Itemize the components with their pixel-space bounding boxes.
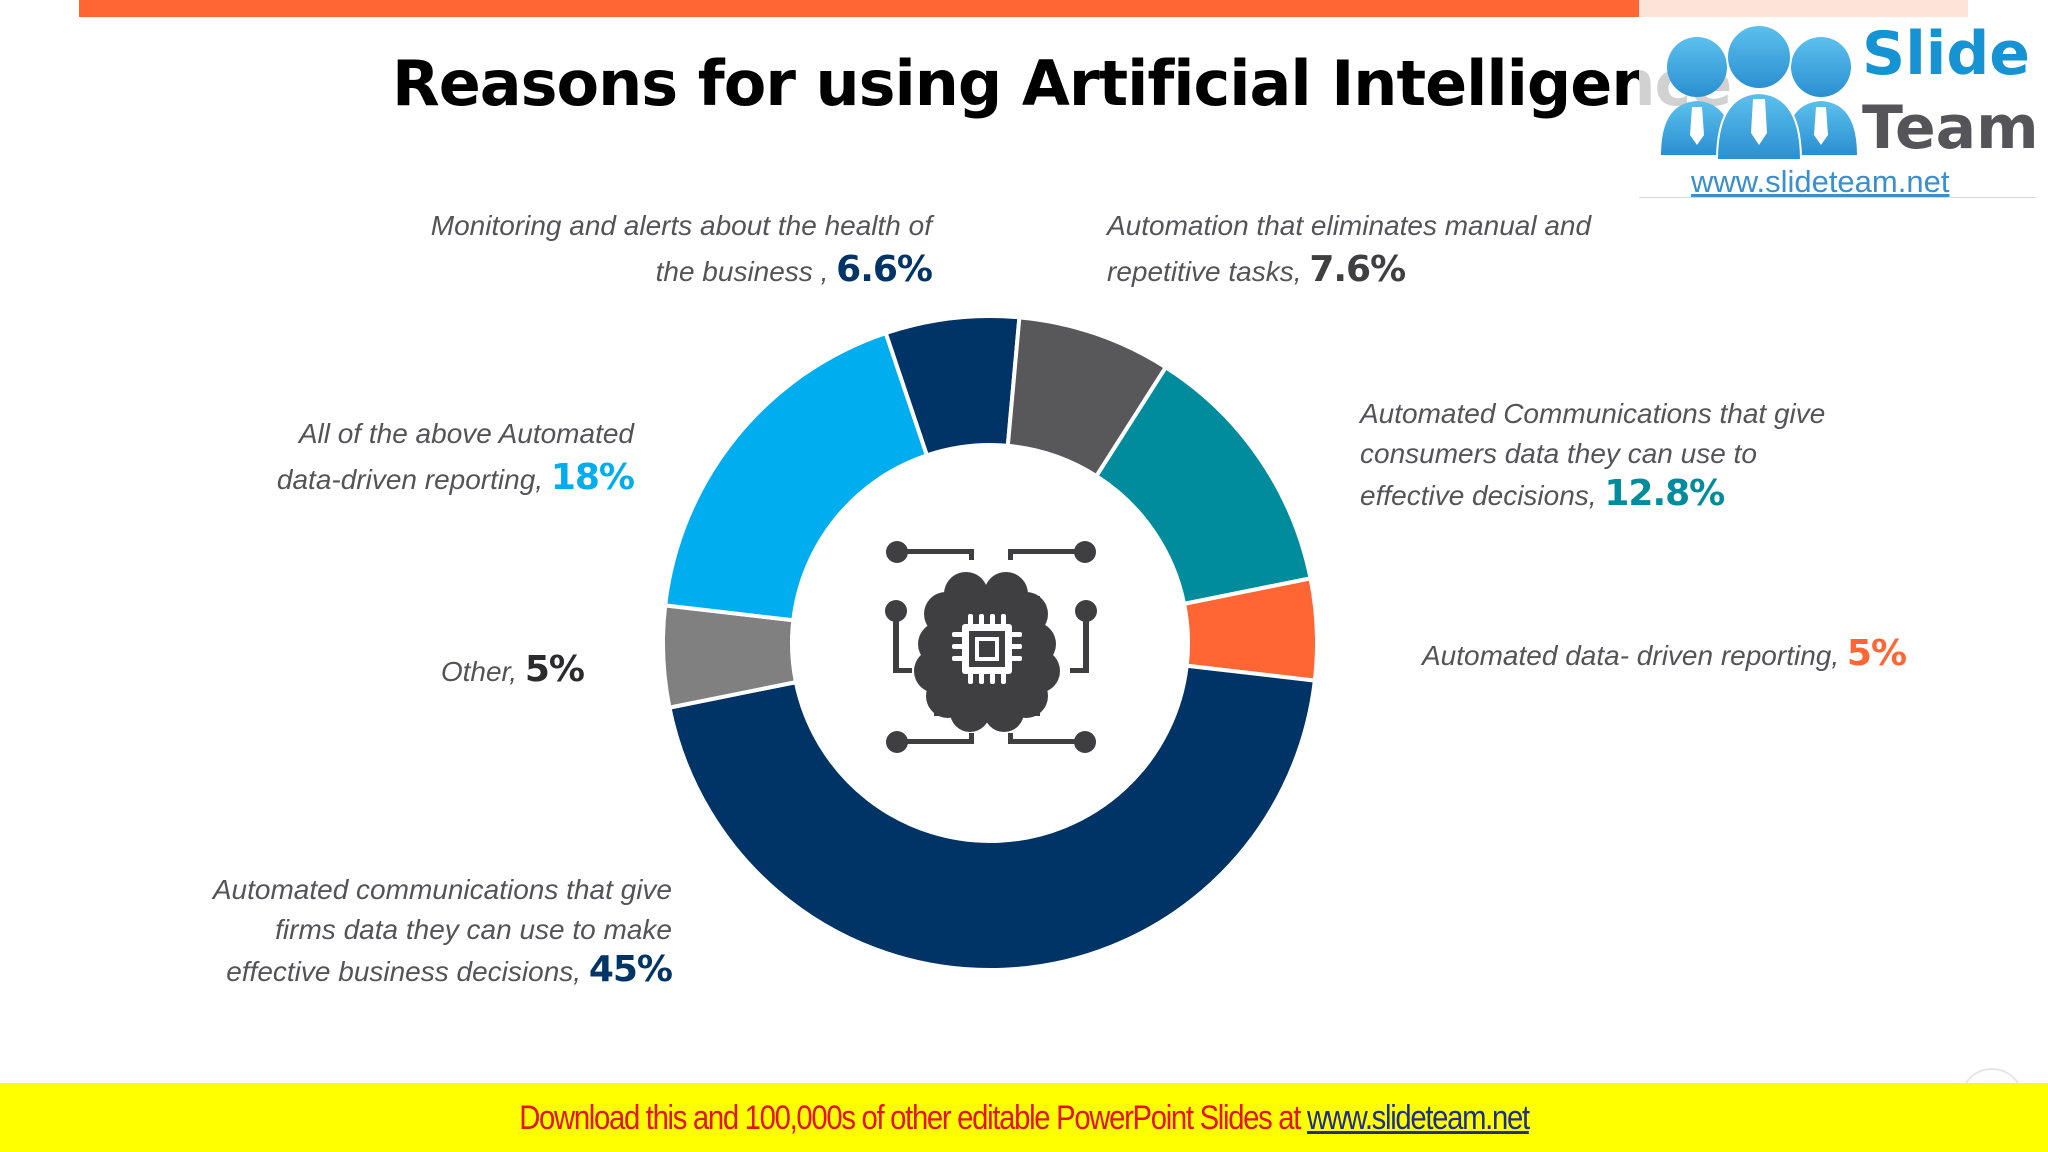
- page-title: Reasons for using Artificial Intelligenc…: [392, 47, 1732, 120]
- label-text-line: Automation that eliminates manual and: [1107, 210, 1592, 241]
- people-group-icon: [1661, 25, 1857, 160]
- label-percent: 7.6%: [1309, 249, 1406, 290]
- donut-segment: [662, 330, 930, 623]
- logo-brand-slide: Slide: [1862, 19, 2030, 89]
- label-text-line: firms data they can use to make: [275, 914, 672, 945]
- footer-message: Download this and 100,000s of other edit…: [519, 1099, 1307, 1137]
- label-other: Other, 5%: [300, 648, 585, 694]
- label-text-line: consumers data they can use to: [1360, 438, 1757, 469]
- logo-url-link[interactable]: www.slideteam.net: [1691, 164, 1950, 199]
- logo-brand-team: Team: [1862, 93, 2039, 163]
- label-percent: 5%: [524, 649, 585, 690]
- footer-text: Download this and 100,000s of other edit…: [143, 1099, 1904, 1138]
- label-firm-communications: Automated communications that give firms…: [120, 870, 673, 992]
- ai-brain-chip-icon: [885, 541, 1097, 753]
- donut-segment: [667, 663, 1318, 972]
- label-percent: 6.6%: [836, 249, 933, 290]
- footer-link[interactable]: www.slideteam.net: [1306, 1099, 1530, 1137]
- label-text-line: Automated data- driven reporting,: [1422, 640, 1840, 671]
- label-percent: 12.8%: [1604, 473, 1725, 514]
- label-text-line: repetitive tasks,: [1107, 256, 1302, 287]
- label-percent: 18%: [550, 457, 635, 498]
- label-data-driven-reporting: Automated data- driven reporting, 5%: [1422, 632, 1982, 678]
- label-automation-tasks: Automation that eliminates manual and re…: [1107, 204, 1667, 294]
- label-percent: 45%: [588, 949, 673, 990]
- download-footer-banner: Download this and 100,000s of other edit…: [0, 1083, 2048, 1152]
- top-accent-bar-tail: [1639, 0, 1968, 17]
- label-all-of-above: All of the above Automated data-driven r…: [200, 412, 635, 502]
- label-text-line: data-driven reporting,: [276, 464, 544, 495]
- label-text-line: Other,: [440, 656, 518, 687]
- label-text-line: Automated communications that give: [212, 874, 672, 905]
- top-accent-bar: [79, 0, 1639, 17]
- label-text-line: Automated Communications that give: [1360, 398, 1826, 429]
- label-text-line: effective business decisions,: [226, 956, 582, 987]
- label-consumer-communications: Automated Communications that give consu…: [1360, 394, 1920, 516]
- label-text-line: Monitoring and alerts about the health o…: [430, 210, 932, 241]
- label-text-line: All of the above Automated: [298, 418, 634, 449]
- label-text-line: the business ,: [655, 256, 829, 287]
- label-text-line: effective decisions,: [1360, 480, 1597, 511]
- label-monitoring: Monitoring and alerts about the health o…: [380, 204, 933, 294]
- label-percent: 5%: [1846, 633, 1907, 674]
- slideteam-logo[interactable]: Slide Team www.slideteam.net: [1639, 17, 2039, 199]
